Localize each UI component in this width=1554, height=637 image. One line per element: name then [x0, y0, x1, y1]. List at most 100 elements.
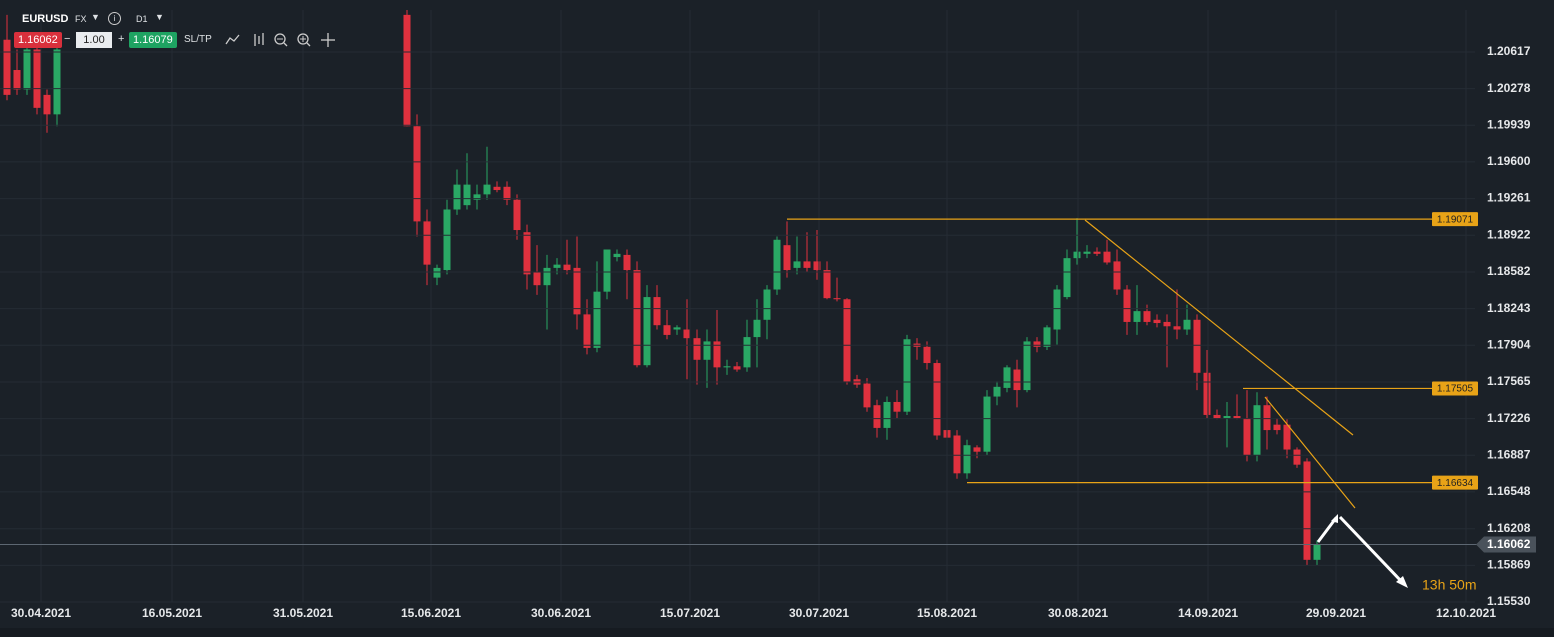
last-price-label: 1.16062 [1487, 537, 1531, 551]
candle-body [993, 386, 1001, 397]
y-tick-label: 1.17904 [1487, 337, 1531, 351]
candle-body [893, 401, 901, 412]
candle-body [973, 447, 981, 452]
market[interactable]: FX [75, 14, 87, 24]
candle-body [1073, 251, 1081, 259]
toolbar: EURUSD FX ▼ i D1 ▼ 1.16062 − 1.00 + 1.16… [0, 0, 340, 52]
level-label: 1.19071 [1437, 214, 1474, 225]
level-label: 1.17505 [1437, 384, 1474, 395]
x-tick-label: 15.08.2021 [917, 606, 977, 620]
y-tick-label: 1.17565 [1487, 374, 1531, 388]
y-tick-label: 1.18582 [1487, 264, 1531, 278]
candle-body [703, 341, 711, 360]
sltp-button[interactable]: SL/TP [184, 34, 212, 45]
candle-body [1103, 251, 1111, 263]
candle-body [1093, 251, 1101, 254]
candle-body [433, 267, 441, 278]
candle-body [1233, 416, 1241, 419]
candle-body [423, 221, 431, 265]
candle-body [723, 366, 731, 368]
x-tick-label: 15.07.2021 [660, 606, 720, 620]
candle-body [1163, 321, 1171, 327]
candle-body [533, 272, 541, 286]
candle-body [793, 261, 801, 268]
x-tick-label: 30.06.2021 [531, 606, 591, 620]
candle-body [1053, 289, 1061, 330]
level-label-box [1432, 381, 1478, 396]
symbol[interactable]: EURUSD [22, 13, 69, 25]
level-label-box [1432, 475, 1478, 490]
candle-body [1193, 319, 1201, 373]
y-tick-label: 1.15869 [1487, 558, 1531, 572]
candle-body [613, 253, 621, 258]
arrow-head [1396, 576, 1408, 588]
candle-body [1283, 424, 1291, 450]
y-tick-label: 1.15530 [1487, 594, 1531, 608]
candle-body [813, 261, 821, 271]
candle-body [403, 14, 411, 127]
tool-icons[interactable] [224, 32, 340, 48]
candle-body [633, 270, 641, 366]
projection-arrow [1316, 517, 1338, 543]
candle-body [843, 299, 851, 382]
candle-body [1203, 372, 1211, 415]
candle-body [1023, 341, 1031, 391]
candle-body [1253, 405, 1261, 455]
candle-body [13, 70, 21, 90]
candle-body [523, 232, 531, 275]
candle-body [1293, 449, 1301, 465]
info-icon[interactable]: i [108, 12, 121, 25]
candle-body [933, 363, 941, 436]
candle-body [803, 261, 811, 268]
x-tick-label: 14.09.2021 [1178, 606, 1238, 620]
candle-body [503, 186, 511, 200]
candle-body [753, 319, 761, 338]
candle-body [733, 366, 741, 370]
buy-price[interactable]: 1.16079 [129, 32, 177, 48]
candle-body [1273, 424, 1281, 431]
y-tick-label: 1.20278 [1487, 81, 1531, 95]
timeframe-dropdown[interactable]: ▼ [155, 12, 164, 22]
plot-area [3, 10, 1321, 566]
candle-body [673, 327, 681, 330]
market-dropdown[interactable]: ▼ [91, 12, 100, 22]
candle-body [453, 184, 461, 210]
x-tick-label: 30.04.2021 [11, 606, 71, 620]
candle-body [1083, 251, 1091, 254]
x-tick-label: 15.06.2021 [401, 606, 461, 620]
candle-body [3, 39, 11, 95]
candle-body [663, 325, 671, 335]
candle-body [883, 401, 891, 428]
candle-body [43, 94, 51, 115]
sell-price[interactable]: 1.16062 [14, 32, 62, 48]
y-tick-label: 1.18243 [1487, 301, 1531, 315]
candle-body [1043, 327, 1051, 347]
y-tick-label: 1.16887 [1487, 447, 1531, 461]
candle-body [53, 49, 61, 115]
y-tick-label: 1.19600 [1487, 154, 1531, 168]
candle-body [743, 337, 751, 368]
y-tick-label: 1.17226 [1487, 411, 1531, 425]
x-tick-label: 16.05.2021 [142, 606, 202, 620]
candle-body [583, 314, 591, 348]
candle-body [23, 49, 31, 90]
scrollbar [0, 628, 1554, 637]
x-tick-label: 29.09.2021 [1306, 606, 1366, 620]
last-price-box [1476, 536, 1536, 553]
candle-body [553, 264, 561, 268]
timeframe[interactable]: D1 [136, 14, 148, 24]
candle-body [1243, 418, 1251, 455]
plus-button[interactable]: + [118, 33, 125, 45]
lot-size[interactable]: 1.00 [76, 32, 112, 48]
x-tick-label: 30.07.2021 [789, 606, 849, 620]
candle-body [623, 254, 631, 271]
candle-body [1213, 414, 1221, 419]
candle-body [1173, 326, 1181, 330]
candle-body [763, 289, 771, 320]
x-tick-label: 12.10.2021 [1436, 606, 1496, 620]
candle-body [653, 297, 661, 326]
minus-button[interactable]: − [64, 33, 71, 45]
candle-body [823, 270, 831, 299]
